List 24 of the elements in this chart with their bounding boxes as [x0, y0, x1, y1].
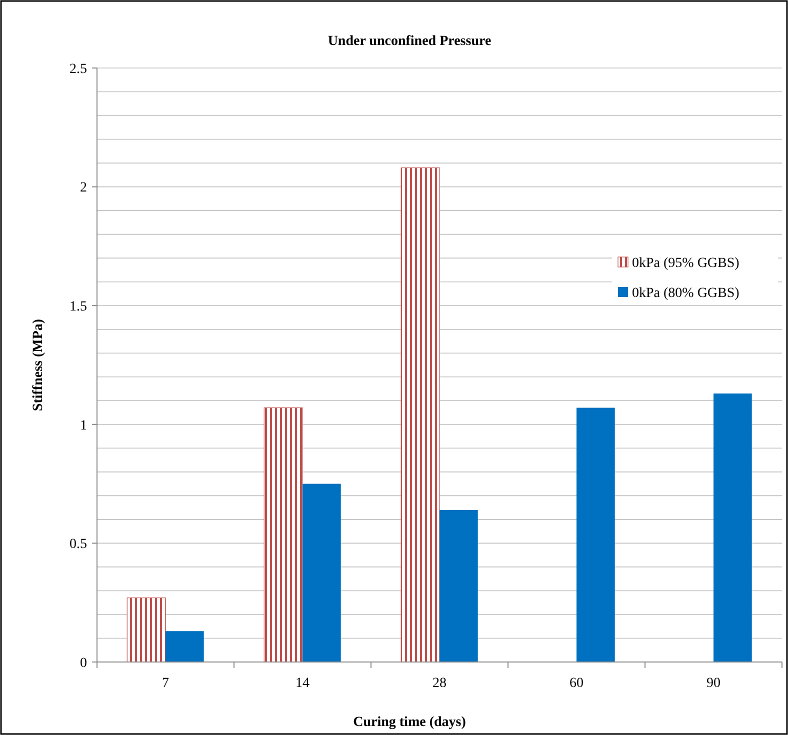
y-axis-title: Stiffness (MPa): [31, 318, 46, 412]
bar: [302, 484, 341, 662]
x-axis-title: Curing time (days): [353, 715, 466, 730]
bar: [166, 631, 204, 662]
x-tick-label: 7: [162, 676, 169, 691]
y-tick-label: 2: [80, 180, 87, 196]
bar: [714, 394, 752, 662]
chart-title: Under unconfined Pressure: [328, 34, 492, 49]
y-tick-label: 1.5: [70, 300, 87, 314]
y-tick-label: 0.5: [70, 537, 87, 552]
x-tick-label: 14: [296, 676, 310, 691]
bar: [400, 167, 440, 662]
y-tick-label: 2.5: [70, 62, 87, 77]
legend-label: 0kPa (95% GGBS): [632, 256, 740, 271]
bar: [576, 408, 615, 662]
x-tick-label: 90: [706, 676, 720, 691]
legend-label: 0kPa (80% GGBS): [632, 286, 740, 301]
y-tick-label: 0: [80, 656, 87, 671]
bar: [264, 407, 303, 662]
x-tick-label: 28: [432, 676, 446, 691]
x-tick-label: 60: [570, 676, 584, 691]
bar: [126, 598, 166, 662]
y-tick-label: 1: [80, 418, 87, 434]
bar: [440, 510, 478, 662]
